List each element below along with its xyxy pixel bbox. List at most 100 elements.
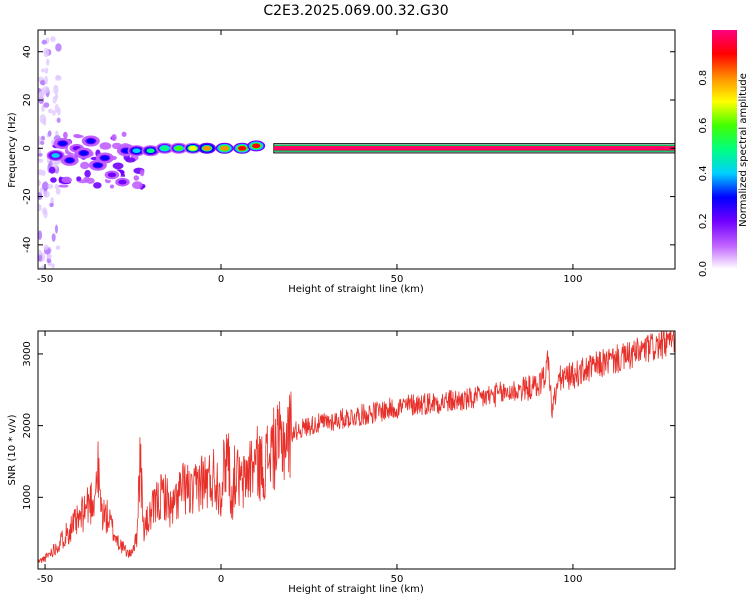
snr-series-line <box>38 331 675 564</box>
spectrogram-ytick-label: -20 <box>22 188 33 204</box>
snr-ytick-label: 2000 <box>22 413 33 438</box>
spectrogram-noise-speckle <box>38 91 44 101</box>
spectrogram-cluster <box>155 142 174 154</box>
spectrogram-cluster-layer <box>220 145 229 151</box>
spectrogram-noise-speckle <box>55 43 62 52</box>
spectrogram-noise-speckle <box>51 233 56 242</box>
spectrogram-cluster <box>233 142 252 154</box>
spectrogram-cluster <box>141 145 160 157</box>
spectrogram-noise-speckle <box>52 110 56 116</box>
snr-xlabel: Height of straight line (km) <box>288 584 424 595</box>
spectrogram-noise-speckle <box>93 182 102 189</box>
spectrogram-cluster <box>247 140 266 152</box>
snr-axes: -50 0 50 100 3000 2000 1000 <box>22 331 675 585</box>
spectrogram-ytick-label: -40 <box>22 237 33 253</box>
spectrogram-cluster <box>127 145 146 157</box>
spectrogram-noise-speckle <box>38 192 43 201</box>
spectrogram-noise-speckle <box>55 130 59 136</box>
snr-panel: -50 0 50 100 3000 2000 1000 Height of straight… <box>7 330 676 595</box>
spectrogram-noise-speckle <box>109 184 115 189</box>
spectrogram-xtick-label: 100 <box>563 274 582 285</box>
spectrogram-axes: -50 0 50 100 40 20 0 -20 -40 <box>22 30 675 285</box>
spectrogram-cluster-layer <box>252 143 261 149</box>
spectrogram-noise-speckle <box>40 135 46 141</box>
snr-xtick-label: 0 <box>218 574 224 585</box>
colorbar-tick-label: 0.0 <box>698 261 709 277</box>
spectrogram-noise-speckle <box>133 175 140 181</box>
carrier-band-center <box>273 147 675 149</box>
spectrogram-cluster-layer <box>238 145 247 151</box>
spectrogram-noise-speckle <box>40 140 45 145</box>
spectrogram-noise-speckle <box>46 58 50 66</box>
spectrogram-noise-speckle <box>38 249 42 256</box>
spectrogram-noise-speckle <box>111 134 117 141</box>
colorbar-tick-label: 0.8 <box>698 70 709 86</box>
spectrogram-noise-speckle <box>50 263 55 269</box>
spectrogram-xtick-label: 0 <box>218 274 224 285</box>
spectrogram-cluster-layer <box>58 141 67 146</box>
spectrogram-noise-speckle <box>41 181 49 191</box>
spectrogram-cluster-layer <box>202 145 212 151</box>
spectrogram-frame <box>37 29 676 270</box>
spectrogram-ytick-label: 20 <box>22 94 33 107</box>
spectrogram-noise-speckle <box>52 96 57 104</box>
spectrogram-cluster-layer <box>93 162 102 168</box>
spectrogram-cluster <box>60 154 79 166</box>
spectrogram-cluster <box>197 142 216 154</box>
snr-ylabel: SNR (10 * v/v) <box>7 414 18 485</box>
spectrogram-cluster-layer <box>146 148 155 154</box>
spectrogram-noise-speckle <box>49 202 54 208</box>
spectrogram-ytick-label: 40 <box>22 45 33 58</box>
colorbar-label: Normalized spectral amplitude <box>738 73 749 227</box>
spectrogram-ylabel: Frequency (Hz) <box>7 112 18 188</box>
spectrogram-cluster <box>95 152 114 164</box>
spectrogram-noise-speckle <box>80 161 90 170</box>
spectrogram-noise-speckle <box>42 118 47 126</box>
spectrogram-xlabel: Height of straight line (km) <box>288 284 424 295</box>
spectrogram-cluster-layer <box>160 145 169 151</box>
spectrogram-noise-speckle <box>54 224 58 234</box>
spectrogram-noise-speckle <box>53 84 59 95</box>
spectrogram-cluster <box>74 147 93 159</box>
spectrogram-cluster-layer <box>79 150 88 156</box>
spectrogram-noise-speckle <box>112 162 124 170</box>
colorbar-tick-label: 0.4 <box>698 165 709 181</box>
spectrogram-noise-speckle <box>41 39 47 45</box>
colorbar-ticks: 0.0 0.2 0.4 0.6 0.8 <box>698 70 709 277</box>
spectrogram-cluster <box>102 169 121 181</box>
spectrogram-noise-speckle <box>47 184 54 189</box>
snr-frame <box>37 330 676 570</box>
spectrogram-cluster <box>88 159 107 171</box>
spectrogram-noise-speckle <box>48 130 52 137</box>
spectrogram-noise-speckle <box>56 117 61 123</box>
spectrogram-noise-speckle <box>99 142 112 150</box>
spectrogram-cluster-layer <box>118 179 127 185</box>
spectrogram-noise-speckle <box>73 133 81 138</box>
spectrogram-noise-speckle <box>48 166 56 174</box>
spectrogram-noise-speckle <box>46 258 52 264</box>
spectrogram-cluster <box>53 137 72 149</box>
spectrogram-noise-speckle <box>38 146 41 154</box>
spectrogram-cluster-layer <box>107 172 117 178</box>
spectrogram-noise-speckle <box>38 204 42 212</box>
colorbar: 0.0 0.2 0.4 0.6 0.8 Normalized spectral ampl… <box>698 30 749 277</box>
spectrogram-noise-speckle <box>50 36 56 43</box>
spectrogram-cluster-layer <box>100 155 109 161</box>
spectrogram-ytick-label: 0 <box>22 145 33 151</box>
spectrogram-noise-speckle <box>84 169 91 178</box>
spectrogram-noise-speckle <box>38 179 41 187</box>
spectrogram-noise-speckle <box>86 177 95 184</box>
spectrogram-xtick-label: 50 <box>391 274 404 285</box>
spectrogram-noise-speckle <box>43 47 50 58</box>
snr-xtick-label: -50 <box>37 574 53 585</box>
spectrogram-noise-speckle <box>38 158 44 163</box>
snr-xtick-label: 100 <box>563 574 582 585</box>
snr-ytick-label: 3000 <box>22 341 33 366</box>
spectrogram-noise-speckle <box>41 68 45 73</box>
spectrogram-cluster-layer <box>188 145 197 151</box>
spectrogram-cluster <box>113 176 132 188</box>
spectrogram-cluster-layer <box>51 153 60 158</box>
spectrogram-noise-speckle <box>44 67 49 74</box>
spectrogram-noise-speckle <box>55 75 62 81</box>
spectrogram-cluster <box>81 135 100 147</box>
